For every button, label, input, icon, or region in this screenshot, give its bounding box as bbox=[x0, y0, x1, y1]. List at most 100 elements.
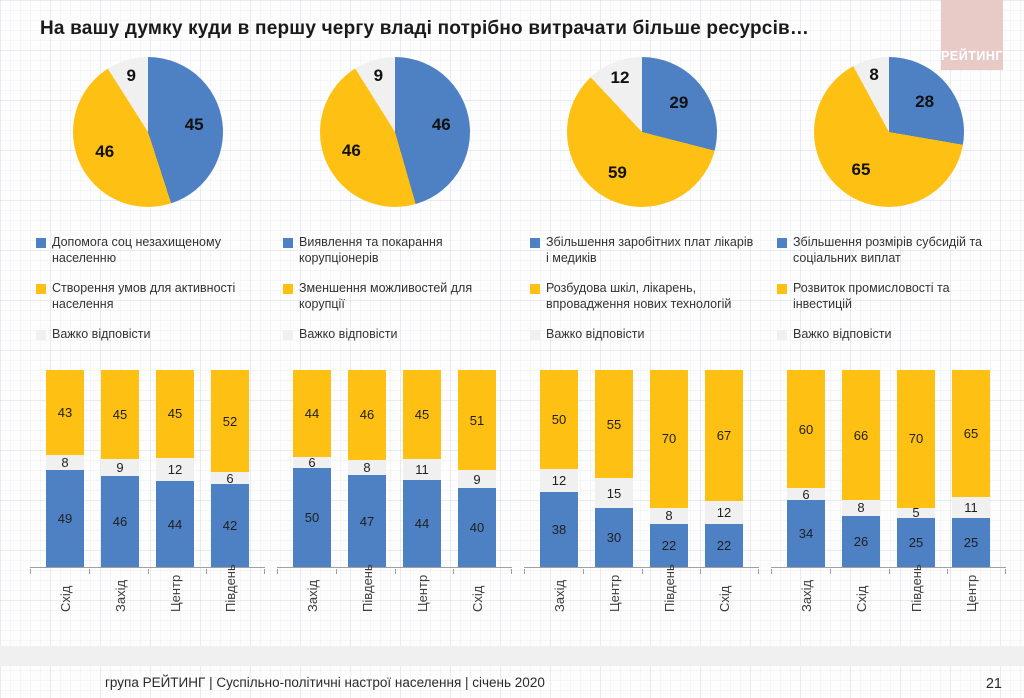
stacked-bar: 60 6 34 bbox=[787, 370, 825, 567]
blue-bar-segment: 44 bbox=[403, 480, 441, 567]
yellow-bar-segment: 70 bbox=[897, 370, 935, 508]
pie-slice-value: 65 bbox=[851, 160, 871, 180]
bar-charts-row: 43 8 49 45 9 46 45 12 44 52 6 42 Схід Захід Центр Півде… bbox=[30, 370, 1006, 612]
gray-bar-segment: 5 bbox=[897, 506, 935, 519]
gray-bar-segment: 8 bbox=[842, 500, 880, 516]
blue-bar-segment: 47 bbox=[348, 475, 386, 567]
yellow-legend-swatch bbox=[530, 284, 540, 294]
pie-slice-value: 9 bbox=[126, 65, 136, 85]
bar-value-label: 55 bbox=[606, 416, 622, 432]
bar-value-label: 46 bbox=[359, 407, 375, 423]
gray-bar-segment: 6 bbox=[211, 472, 249, 485]
category-label: Південь bbox=[661, 564, 677, 612]
legend-label: Розбудова шкіл, лікарень, впровадження н… bbox=[546, 281, 732, 311]
yellow-legend-swatch bbox=[36, 284, 46, 294]
legend-3: Збільшення заробітних плат лікарів і мед… bbox=[524, 231, 759, 361]
yellow-bar-segment: 45 bbox=[101, 370, 139, 459]
category-label-cell: Центр bbox=[952, 568, 990, 612]
axis-tick bbox=[641, 568, 643, 574]
yellow-legend-swatch bbox=[283, 284, 293, 294]
legend-item: Важко відповісти bbox=[283, 327, 510, 343]
gray-bar-segment: 12 bbox=[705, 500, 743, 525]
gray-bar-segment: 6 bbox=[293, 455, 331, 471]
gray-legend-swatch bbox=[777, 330, 787, 340]
pie-slice-value: 46 bbox=[95, 142, 115, 162]
legend-label: Зменшення можливостей для корупції bbox=[299, 281, 473, 311]
stacked-bar: 50 12 38 bbox=[540, 370, 578, 567]
category-label-cell: Схід bbox=[458, 568, 496, 612]
bar-value-label: 38 bbox=[551, 522, 567, 538]
bar-plot-area: 50 12 38 55 15 30 70 8 22 67 12 22 bbox=[524, 370, 759, 574]
axis-tick bbox=[147, 568, 149, 574]
axis-tick bbox=[277, 568, 278, 574]
bar-value-label: 50 bbox=[551, 411, 567, 427]
bar-value-label: 25 bbox=[963, 535, 979, 551]
pie-chart-2-cell: 46 46 9 bbox=[277, 57, 512, 215]
yellow-bar-segment: 46 bbox=[348, 370, 386, 460]
bar-plot-area: 43 8 49 45 9 46 45 12 44 52 6 42 bbox=[30, 370, 265, 574]
pie-chart: 46 46 9 bbox=[319, 57, 470, 207]
stacked-bar: 46 8 47 bbox=[348, 370, 386, 567]
category-label: Захід bbox=[798, 579, 814, 612]
pie-slice-value: 29 bbox=[669, 93, 689, 113]
bar-value-label: 49 bbox=[57, 511, 73, 527]
pie-slice-value: 46 bbox=[431, 115, 451, 135]
stacked-bar: 45 11 44 bbox=[403, 370, 441, 567]
category-label-cell: Захід bbox=[293, 568, 331, 612]
footer-band bbox=[0, 646, 1024, 666]
yellow-bar-segment: 50 bbox=[540, 370, 578, 469]
legend-label: Важко відповісти bbox=[52, 327, 151, 341]
legend-4: Збільшення розмірів субсидій та соціальн… bbox=[771, 231, 1006, 361]
gray-legend-swatch bbox=[530, 330, 540, 340]
blue-bar-segment: 25 bbox=[897, 517, 935, 567]
legend-label: Важко відповісти bbox=[299, 327, 398, 341]
pie-slice-value: 9 bbox=[373, 65, 384, 85]
blue-bar-segment: 22 bbox=[705, 524, 743, 567]
axis-tick bbox=[888, 568, 890, 574]
bar-plot-area: 44 6 50 46 8 47 45 11 44 51 9 40 bbox=[277, 370, 512, 574]
pie-chart: 45 46 9 bbox=[72, 57, 223, 207]
category-label-cell: Схід bbox=[705, 568, 743, 612]
yellow-bar-segment: 52 bbox=[211, 370, 249, 473]
category-label: Центр bbox=[414, 574, 430, 612]
gray-legend-swatch bbox=[283, 330, 293, 340]
bar-value-label: 6 bbox=[308, 455, 316, 471]
blue-legend-swatch bbox=[777, 238, 787, 248]
axis-tick bbox=[582, 568, 584, 574]
legend-label: Розвиток промисловості та інвестицій bbox=[793, 281, 950, 311]
bar-value-label: 45 bbox=[414, 406, 430, 422]
bar-value-label: 45 bbox=[112, 406, 128, 422]
yellow-bar-segment: 60 bbox=[787, 370, 825, 489]
blue-bar-segment: 42 bbox=[211, 484, 249, 567]
legend-item: Важко відповісти bbox=[36, 327, 263, 343]
blue-legend-swatch bbox=[36, 238, 46, 248]
axis-tick bbox=[335, 568, 337, 574]
gray-bar-segment: 12 bbox=[540, 468, 578, 493]
bar-value-label: 8 bbox=[363, 460, 371, 476]
yellow-bar-segment: 65 bbox=[952, 370, 990, 497]
axis-tick bbox=[394, 568, 396, 574]
blue-bar-segment: 46 bbox=[101, 476, 139, 567]
bar-value-label: 40 bbox=[469, 520, 485, 536]
stacked-bar: 66 8 26 bbox=[842, 370, 880, 567]
legends-row: Допомога соц незахищеному населенню Створ… bbox=[30, 231, 1006, 361]
legend-label: Допомога соц незахищеному населенню bbox=[52, 235, 221, 265]
stacked-bar: 45 12 44 bbox=[156, 370, 194, 567]
pie-charts-row: 45 46 9 46 46 9 29 59 12 28 65 8 bbox=[30, 57, 1006, 215]
blue-bar-segment: 50 bbox=[293, 468, 331, 567]
bar-value-label: 70 bbox=[661, 431, 677, 447]
gray-bar-segment: 8 bbox=[46, 454, 84, 471]
gray-bar-segment: 8 bbox=[650, 507, 688, 524]
pie-slice-value: 12 bbox=[610, 67, 630, 87]
category-label-cell: Південь bbox=[211, 564, 249, 612]
pie-chart: 28 65 8 bbox=[813, 57, 964, 207]
bar-value-label: 22 bbox=[716, 538, 732, 554]
category-label: Захід bbox=[304, 579, 320, 612]
gray-legend-swatch bbox=[36, 330, 46, 340]
stacked-bar: 70 8 22 bbox=[650, 370, 688, 567]
bar-value-label: 25 bbox=[908, 534, 924, 550]
blue-legend-swatch bbox=[283, 238, 293, 248]
category-label: Центр bbox=[963, 574, 979, 612]
axis-tick bbox=[829, 568, 831, 574]
axis-tick bbox=[453, 568, 455, 574]
